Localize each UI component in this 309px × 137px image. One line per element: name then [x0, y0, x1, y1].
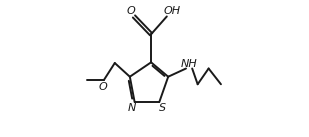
Text: N: N — [128, 103, 136, 113]
Text: OH: OH — [164, 6, 181, 16]
Text: S: S — [159, 103, 166, 113]
Text: NH: NH — [181, 59, 198, 69]
Text: O: O — [99, 82, 108, 92]
Text: O: O — [126, 6, 135, 16]
